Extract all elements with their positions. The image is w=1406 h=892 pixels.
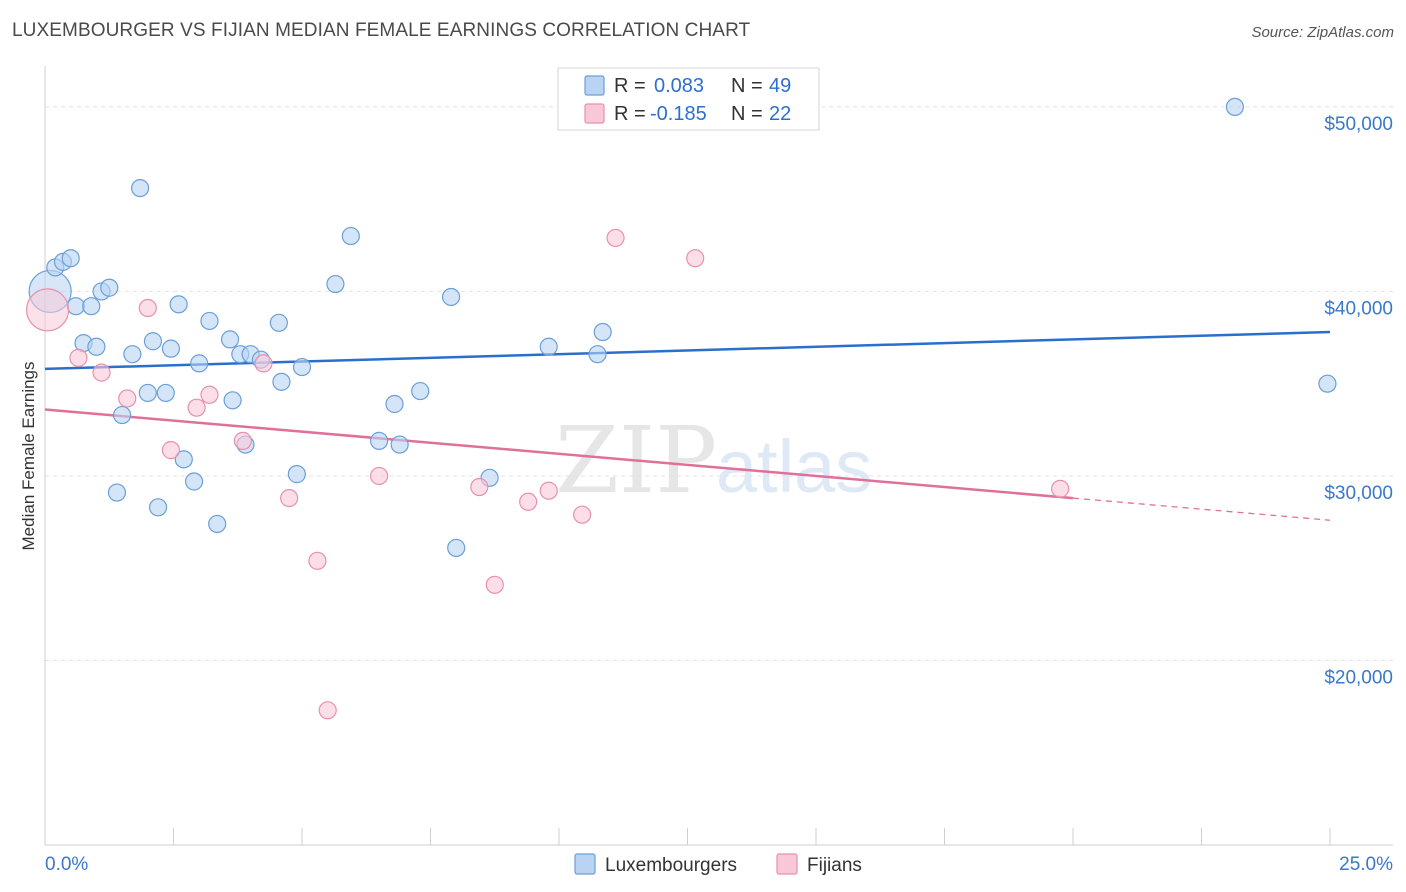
luxembourger-point [539,337,558,356]
fijian-point [280,488,299,508]
y-tick-label: $40,000 [1324,298,1393,319]
fijian-point [485,575,504,594]
fijian-point [69,348,88,367]
luxembourger-point [390,435,409,454]
luxembourger-point [161,339,181,358]
y-tick-label: $50,000 [1324,114,1393,135]
y-tick-label: $20,000 [1324,667,1393,688]
luxembourger-point [370,431,389,450]
fijian-point [92,363,111,382]
luxembourger-point [326,274,345,294]
fijian-point [308,551,327,570]
luxembourger-point [411,381,430,401]
luxembourger-point [1318,374,1337,393]
fijian-point [138,298,157,318]
luxembourger-point [184,472,204,491]
fijian-point [573,505,592,524]
luxembourger-point [156,383,175,403]
luxembourger-point [588,345,607,364]
luxembourger-point [200,311,219,331]
luxembourger-point [174,450,193,469]
luxembourger-point [190,354,209,373]
source-label: Source: ZipAtlas.com [1251,24,1394,41]
luxembourger-point [593,322,612,342]
scatter-points [25,97,1337,720]
luxembourger-point [441,287,461,307]
bottom-legend-luxembourgers: Luxembourgers [605,855,737,876]
x-tick-labels: 0.0% 25.0% [45,854,1393,875]
fijian-point [370,466,389,486]
fijian-point [233,431,252,450]
luxembourger-point [82,297,101,316]
fijian-point [519,492,538,511]
y-axis-label: Median Female Earnings [19,362,38,551]
legend-r-label-2: R = [614,103,646,125]
legend-n-label-1: N = [731,75,763,97]
luxembourger-point [287,465,306,484]
luxembourger-point [148,498,168,517]
luxembourger-point [123,345,142,364]
legend-r-label-1: R = [614,75,646,97]
luxembourger-point [341,226,360,246]
fijian-point [318,701,337,720]
luxembourger-point [385,394,404,414]
fijian-point [539,481,558,500]
bottom-legend-swatch-luxembourgers [574,853,596,875]
luxembourger-point [112,405,132,425]
luxembourger-point [66,297,85,316]
luxembourger-point [223,391,242,410]
legend-r-value-2: -0.185 [650,103,707,125]
fijian-point [606,228,625,248]
luxembourger-point [138,383,157,403]
luxembourger-point [130,178,150,198]
legend-swatch-luxembourgers [584,75,605,96]
luxembourger-point [292,357,312,377]
luxembourger-point [87,337,106,356]
luxembourger-point [61,249,80,268]
fijian-point [1051,479,1070,498]
bottom-legend-fijians: Fijians [807,855,862,876]
fijian-point [25,288,70,332]
fijian-point [161,441,181,460]
luxembourger-point [143,332,163,351]
y-tick-label: $30,000 [1324,483,1393,504]
luxembourger-point [269,313,288,332]
luxembourger-point [208,514,227,534]
legend-swatch-fijians [584,103,605,124]
fijian-point [470,477,489,497]
luxembourger-point [169,295,188,314]
x-tick-label-min: 0.0% [45,854,88,875]
fijian-point [187,398,206,417]
grid-lines [45,106,1393,661]
luxembourger-point [100,278,119,297]
legend-n-label-2: N = [731,103,763,125]
legend-n-value-2: 22 [769,103,791,125]
fijian-trend-line [44,408,1074,500]
fijian-point [254,354,273,373]
legend-n-value-1: 49 [769,75,791,97]
fijian-point [200,385,219,404]
fijian-point [686,249,705,268]
watermark-atlas: atlas [716,425,872,508]
axes [44,66,1393,846]
x-tick-label-max: 25.0% [1339,854,1393,875]
stats-legend: R = 0.083 N = 49 R = -0.185 N = 22 [557,67,820,131]
chart-title: LUXEMBOURGER VS FIJIAN MEDIAN FEMALE EAR… [12,20,751,41]
luxembourger-point [1225,97,1245,117]
luxembourger-point [447,538,466,558]
series-legend: Luxembourgers Fijians [574,853,862,876]
fijian-point [118,389,137,408]
luxembourger-point [107,483,127,502]
bottom-legend-swatch-fijians [776,853,798,875]
fijian-trend-line-extension [1072,497,1331,521]
legend-r-value-1: 0.083 [654,75,704,97]
luxembourger-point [220,330,240,349]
luxembourger-point [272,372,291,391]
y-tick-labels: $20,000 $30,000 $40,000 $50,000 [1324,114,1393,689]
